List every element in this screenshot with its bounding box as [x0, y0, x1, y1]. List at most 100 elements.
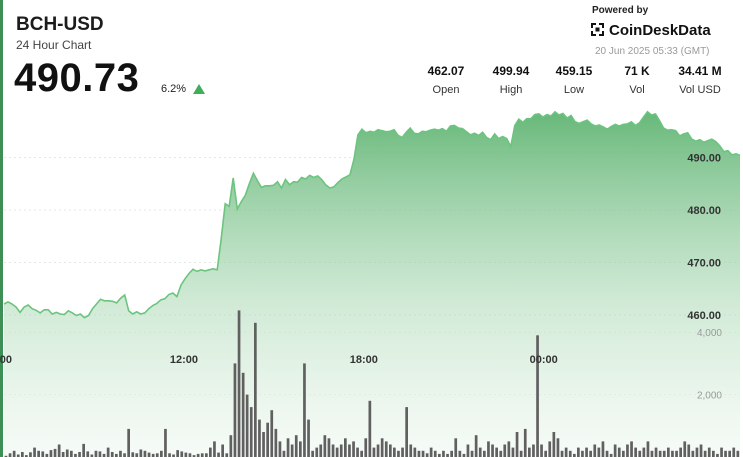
volume-bar [503, 444, 507, 457]
volume-bar [123, 453, 126, 457]
stat-high: 499.94 High [486, 64, 536, 96]
volume-bar [523, 428, 527, 457]
volume-bar [442, 450, 445, 457]
volume-bar [605, 450, 609, 457]
volume-bar [667, 447, 670, 457]
volume-bar [573, 453, 576, 457]
volume-bar [393, 447, 396, 457]
volume-bar [164, 428, 167, 457]
volume-bar [315, 447, 319, 457]
volume-bar [691, 450, 695, 457]
stat-vol-usd-label: Vol USD [679, 84, 721, 96]
volume-bar [155, 453, 159, 457]
stat-vol: 71 K Vol [612, 64, 662, 96]
volume-bar [470, 450, 474, 457]
price-tick-label: 470.00 [687, 258, 721, 270]
volume-bar [258, 419, 261, 457]
stat-high-label: High [499, 84, 523, 96]
volume-bar [78, 452, 81, 457]
volume-bar [617, 447, 621, 457]
volume-bar [597, 447, 601, 457]
volume-bar [438, 453, 441, 457]
volume-bar [474, 435, 478, 457]
volume-bar [585, 447, 588, 457]
volume-bar [74, 453, 77, 457]
volume-bar [552, 432, 556, 457]
volume-bar [622, 450, 625, 457]
volume-bar [429, 447, 433, 457]
volume-bar [703, 450, 707, 457]
stat-vol-label: Vol [629, 84, 645, 96]
volume-bar [119, 450, 122, 457]
volume-bar [707, 447, 711, 457]
volume-bar [397, 450, 400, 457]
volume-bar [679, 447, 682, 457]
volume-bar [536, 335, 539, 457]
volume-bar [593, 444, 597, 457]
volume-bar [270, 410, 274, 457]
volume-bar [16, 454, 20, 457]
volume-bar [221, 444, 224, 457]
volume-bar [671, 450, 674, 457]
price-area [4, 111, 740, 457]
stat-vol-value: 71 K [624, 64, 650, 78]
volume-bar [626, 444, 629, 457]
volume-bar [564, 447, 568, 457]
brand-logo[interactable]: CoinDeskData [590, 22, 711, 39]
volume-bar [12, 450, 16, 457]
current-price: 490.73 [14, 56, 140, 100]
volume-bar [37, 450, 40, 457]
volume-bar [675, 450, 678, 457]
volume-bar [241, 372, 245, 457]
volume-bar [196, 453, 200, 457]
volume-bar [176, 450, 179, 457]
volume-bar [70, 450, 73, 457]
volume-bar [540, 444, 543, 457]
volume-bar [147, 452, 151, 457]
volume-bar [53, 448, 57, 457]
volume-bar [180, 451, 184, 457]
volume-bar [519, 450, 523, 457]
volume-bar [106, 447, 110, 457]
volume-bar [466, 444, 470, 457]
volume-bar [45, 453, 49, 457]
volume-bar [376, 444, 380, 457]
chart-subtitle: 24 Hour Chart [16, 38, 92, 52]
volume-bar [184, 452, 188, 457]
volume-bar [699, 444, 703, 457]
volume-bar [21, 452, 24, 457]
powered-by-label: Powered by [592, 5, 649, 16]
volume-bar [249, 407, 253, 457]
volume-bar [613, 444, 617, 457]
volume-bar [728, 450, 731, 457]
volume-bar [548, 441, 552, 457]
volume-bar [421, 450, 425, 457]
volume-bar [417, 450, 421, 457]
stat-vol-usd-value: 34.41 M [678, 64, 722, 78]
up-arrow-icon [193, 84, 205, 94]
volume-bar [151, 453, 155, 457]
volume-bar [29, 452, 32, 457]
volume-bar [94, 450, 98, 457]
volume-bar [642, 447, 646, 457]
volume-bar [478, 447, 482, 457]
volume-bar [299, 441, 302, 457]
time-tick-label: 12:00 [170, 354, 198, 366]
volume-bar [507, 441, 511, 457]
stat-low: 459.15 Low [549, 64, 599, 96]
volume-bar [695, 447, 699, 457]
volume-bar [372, 447, 376, 457]
volume-bar [409, 444, 413, 457]
stat-open-value: 462.07 [427, 64, 465, 78]
volume-bar [499, 450, 503, 457]
volume-bar [131, 452, 135, 457]
volume-bar [229, 435, 233, 457]
volume-bar [646, 441, 650, 457]
price-tick-label: 490.00 [687, 153, 721, 165]
volume-bar [327, 438, 331, 457]
volume-bar [352, 441, 355, 457]
volume-bar [98, 451, 102, 457]
volume-bar [319, 444, 323, 457]
volume-bar [200, 453, 204, 457]
volume-bar [491, 444, 494, 457]
